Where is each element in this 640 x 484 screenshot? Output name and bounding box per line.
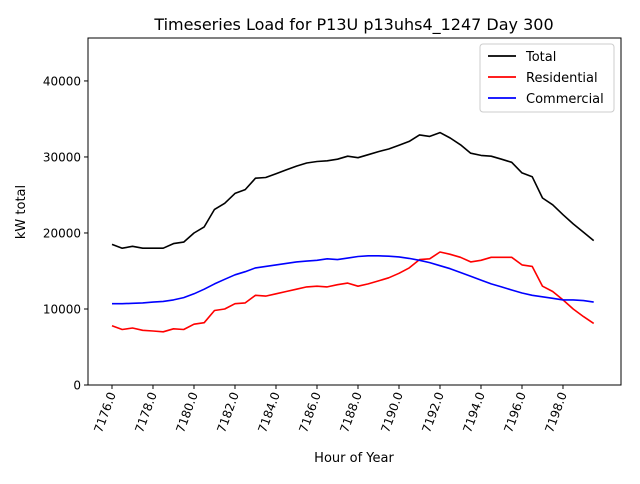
y-tick-label: 0 [73, 379, 81, 393]
x-tick-label: 7176.0 [91, 390, 119, 434]
legend-label: Commercial [526, 92, 604, 107]
x-tick-label: 7188.0 [337, 390, 365, 434]
plot-frame [87, 37, 622, 386]
x-tick-label: 7192.0 [419, 390, 447, 434]
x-tick-label: 7190.0 [378, 390, 406, 434]
series-line-total [111, 131, 595, 249]
series-line-residential [111, 251, 595, 333]
x-tick-label: 7194.0 [460, 390, 488, 434]
y-tick-label: 30000 [43, 150, 81, 164]
x-axis-label: Hour of Year [314, 451, 394, 466]
chart-title: Timeseries Load for P13U p13uhs4_1247 Da… [153, 15, 553, 35]
x-tick-label: 7182.0 [214, 390, 242, 434]
legend-label: Residential [526, 71, 598, 86]
y-axis-label: kW total [14, 185, 29, 239]
x-tick-label: 7196.0 [501, 390, 529, 434]
legend-box [479, 43, 615, 113]
y-tick-label: 20000 [43, 226, 81, 240]
series-line-commercial [112, 255, 594, 305]
x-tick-label: 7178.0 [132, 390, 160, 434]
y-tick-label: 40000 [43, 74, 81, 88]
legend: Total Residential Commercial [479, 43, 615, 113]
y-tick-label: 10000 [43, 302, 81, 316]
x-tick-label: 7180.0 [173, 390, 201, 434]
x-tick-label: 7184.0 [255, 390, 283, 434]
legend-label: Total [525, 50, 556, 65]
x-tick-label: 7186.0 [296, 390, 324, 434]
x-tick-label: 7198.0 [542, 390, 570, 434]
